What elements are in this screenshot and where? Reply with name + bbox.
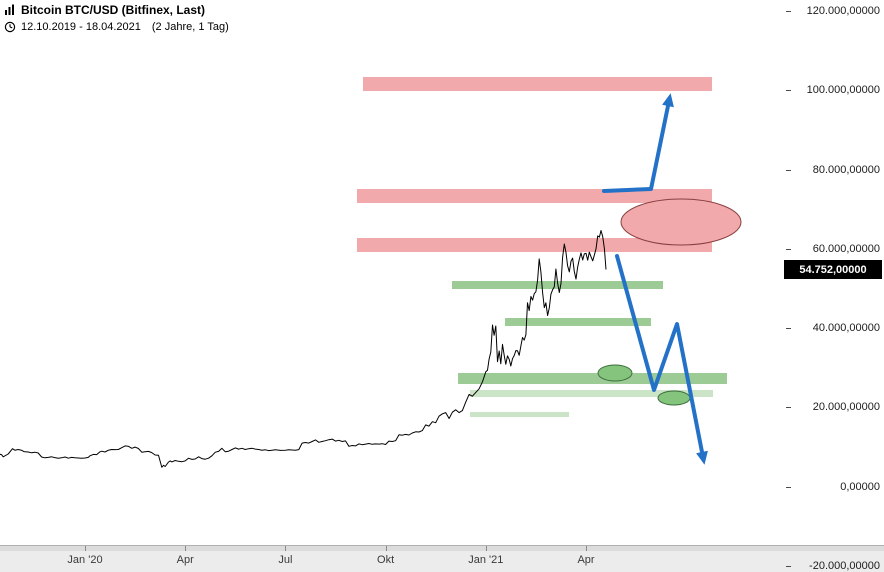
resistance-zone[interactable]	[363, 77, 712, 91]
clock-icon	[4, 21, 16, 33]
last-price-tag: 54.752,00000	[784, 260, 882, 279]
y-axis-tick	[786, 11, 791, 12]
y-axis-tick	[786, 248, 791, 250]
time-axis-scrollbar[interactable]: Jan '20 Apr Jul Okt Jan '21 Apr	[0, 545, 884, 572]
support-ellipse-1[interactable]	[597, 364, 633, 382]
y-axis-tick	[786, 90, 791, 92]
x-axis-tick	[285, 546, 287, 551]
support-zone[interactable]	[470, 390, 713, 397]
chart-type-icon[interactable]	[4, 4, 16, 16]
y-axis-label: 20.000,00000	[812, 401, 880, 414]
breakdown-down-arrow[interactable]	[615, 254, 704, 454]
support-zone[interactable]	[470, 412, 569, 417]
resistance-zone[interactable]	[357, 238, 712, 252]
y-axis-tick	[786, 486, 791, 488]
resistance-zone[interactable]	[357, 189, 712, 203]
x-axis-label: Apr	[577, 554, 595, 566]
x-axis-tick	[485, 546, 487, 551]
duration-label: (2 Jahre, 1 Tag)	[151, 21, 229, 33]
x-axis-tick	[185, 546, 187, 551]
y-axis-label: -20.000,00000	[809, 559, 880, 572]
y-axis-label: 120.000,00000	[806, 5, 880, 17]
y-axis-label: 40.000,00000	[812, 322, 880, 334]
y-axis-tick	[786, 407, 791, 409]
price-line	[0, 230, 607, 468]
support-zone[interactable]	[458, 373, 727, 384]
y-axis-label: 100.000,00000	[806, 84, 880, 97]
x-axis-label: Okt	[377, 554, 395, 566]
x-axis-label: Apr	[176, 554, 194, 566]
x-axis-label: Jan '20	[67, 554, 103, 566]
chart-header: Bitcoin BTC/USD (Bitfinex, Last) 12.10.2…	[4, 3, 229, 33]
x-axis-tick	[586, 546, 587, 551]
breakdown-down-arrow-head[interactable]	[696, 450, 708, 465]
x-axis-tick	[385, 546, 387, 551]
x-axis-tick	[85, 546, 86, 551]
x-axis-label: Jul	[278, 554, 293, 566]
y-axis-label: 60.000,00000	[812, 242, 880, 255]
y-axis-label: 80.000,00000	[812, 163, 880, 176]
breakout-up-arrow[interactable]	[602, 104, 670, 193]
chart-title: Bitcoin BTC/USD (Bitfinex, Last)	[21, 3, 206, 17]
y-axis-tick	[786, 565, 791, 567]
support-ellipse-2[interactable]	[657, 390, 691, 406]
date-range-label: 12.10.2019 - 18.04.2021	[21, 21, 141, 33]
support-zone[interactable]	[505, 318, 651, 326]
resistance-ellipse[interactable]	[620, 198, 742, 246]
time-scrollbar-thumb[interactable]	[0, 546, 884, 551]
y-axis-label: 0,00000	[840, 480, 880, 493]
last-price-value: 54.752,00000	[799, 263, 867, 276]
y-axis-tick	[786, 328, 791, 329]
x-axis-label: Jan '21	[468, 554, 504, 566]
y-axis-tick	[786, 169, 791, 171]
breakout-up-arrow-head[interactable]	[662, 93, 674, 108]
